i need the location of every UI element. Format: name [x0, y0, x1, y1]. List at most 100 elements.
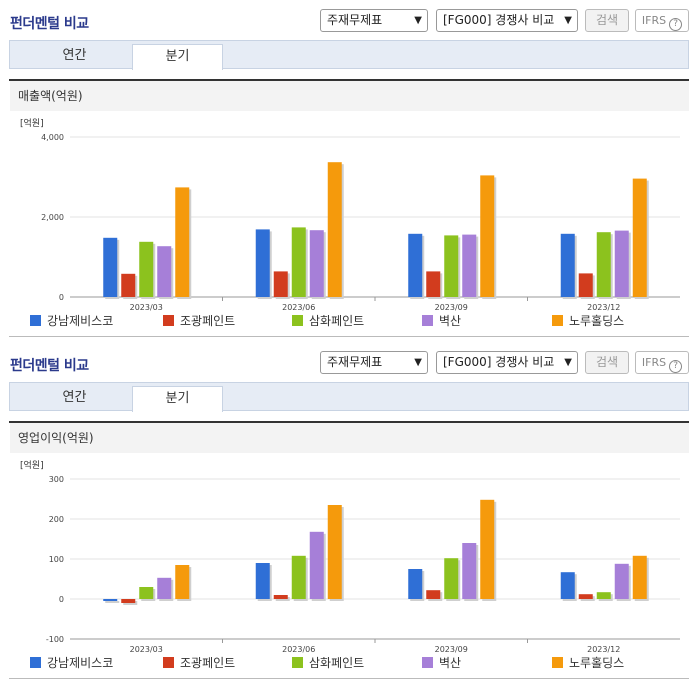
bar[interactable]: [614, 563, 629, 599]
bar[interactable]: [632, 555, 647, 599]
bar[interactable]: [596, 232, 611, 297]
statement-select[interactable]: 주재무제표 ▼: [320, 9, 428, 32]
tab-annual[interactable]: 연간: [62, 390, 87, 405]
legend-item[interactable]: 벽산: [422, 312, 461, 330]
bar[interactable]: [578, 594, 593, 599]
panel-header: 펀더멘털 비교 주재무제표 ▼ [FG000] 경쟁사 비교 ▼ 검색 IFRS?: [0, 342, 696, 382]
legend-label: 강남제비스코: [47, 656, 114, 670]
legend-label: 노루홀딩스: [569, 314, 625, 328]
panel-bottom-border: [9, 336, 689, 337]
legend-item[interactable]: 벽산: [422, 654, 461, 672]
bar[interactable]: [632, 178, 647, 297]
legend-item[interactable]: 강남제비스코: [30, 654, 113, 672]
bar[interactable]: [462, 234, 477, 297]
bar[interactable]: [462, 543, 477, 599]
bar[interactable]: [139, 241, 154, 297]
ifrs-button[interactable]: IFRS?: [635, 351, 689, 374]
legend-swatch: [30, 657, 41, 668]
peer-group-select[interactable]: [FG000] 경쟁사 비교 ▼: [436, 9, 578, 32]
legend-swatch: [422, 657, 433, 668]
legend-label: 조광페인트: [180, 656, 236, 670]
fundamental-panel-2: 펀더멘털 비교 주재무제표 ▼ [FG000] 경쟁사 비교 ▼ 검색 IFRS? …: [0, 342, 696, 684]
bar[interactable]: [444, 235, 459, 297]
bar[interactable]: [480, 499, 495, 599]
legend-label: 벽산: [439, 314, 462, 328]
legend-label: 삼화페인트: [309, 656, 365, 670]
search-button[interactable]: 검색: [585, 9, 629, 32]
bar[interactable]: [426, 271, 441, 297]
help-icon[interactable]: ?: [669, 360, 683, 373]
bar[interactable]: [309, 531, 324, 599]
tab-annual[interactable]: 연간: [62, 48, 87, 63]
bar[interactable]: [560, 572, 575, 599]
bar[interactable]: [444, 558, 459, 599]
legend-item[interactable]: 노루홀딩스: [552, 312, 624, 330]
legend-item[interactable]: 노루홀딩스: [552, 654, 624, 672]
bar[interactable]: [255, 229, 270, 297]
tab-quarterly[interactable]: 분기: [132, 386, 223, 412]
bar[interactable]: [408, 233, 423, 297]
x-tick-label: 2023/03: [130, 645, 163, 653]
bar[interactable]: [327, 162, 342, 297]
period-tabs: 연간 분기: [9, 382, 689, 412]
legend-label: 삼화페인트: [309, 314, 365, 328]
legend-item[interactable]: 삼화페인트: [292, 312, 364, 330]
legend-item[interactable]: 조광페인트: [163, 312, 235, 330]
bar[interactable]: [103, 599, 118, 601]
ifrs-button[interactable]: IFRS?: [635, 9, 689, 32]
y-tick-label: 200: [49, 515, 64, 524]
bar[interactable]: [273, 271, 288, 297]
y-tick-label: 0: [59, 595, 64, 604]
bar[interactable]: [426, 590, 441, 599]
fundamental-panel-1: 펀더멘털 비교 주재무제표 ▼ [FG000] 경쟁사 비교 ▼ 검색 IFRS? …: [0, 0, 696, 337]
bar[interactable]: [175, 565, 190, 599]
bar[interactable]: [480, 175, 495, 297]
bar[interactable]: [157, 246, 172, 297]
legend-swatch: [292, 657, 303, 668]
bar[interactable]: [291, 555, 306, 599]
bar[interactable]: [175, 187, 190, 297]
section-title: 영업이익(억원): [10, 423, 689, 453]
bar[interactable]: [291, 227, 306, 297]
bar[interactable]: [121, 599, 136, 603]
legend-item[interactable]: 삼화페인트: [292, 654, 364, 672]
chevron-down-icon: ▼: [564, 357, 572, 368]
operating-profit-bar-chart: [억원] -100 0 100 200 300 2023/03 2023/06 2023/09 2…: [20, 459, 680, 653]
panel-bottom-border: [9, 678, 689, 679]
legend-item[interactable]: 조광페인트: [163, 654, 235, 672]
bar[interactable]: [121, 273, 136, 297]
bar[interactable]: [103, 237, 118, 297]
bar[interactable]: [614, 230, 629, 297]
legend-item[interactable]: 강남제비스코: [30, 312, 113, 330]
bar[interactable]: [139, 587, 154, 599]
bar[interactable]: [578, 273, 593, 297]
chevron-down-icon: ▼: [414, 357, 422, 368]
section-divider: [9, 79, 689, 81]
chevron-down-icon: ▼: [564, 15, 572, 26]
bar[interactable]: [408, 569, 423, 599]
bar[interactable]: [255, 563, 270, 599]
panel-header: 펀더멘털 비교 주재무제표 ▼ [FG000] 경쟁사 비교 ▼ 검색 IFRS?: [0, 0, 696, 40]
search-button[interactable]: 검색: [585, 351, 629, 374]
bar[interactable]: [157, 577, 172, 599]
y-tick-label: 100: [49, 555, 64, 564]
legend-swatch: [422, 315, 433, 326]
peer-group-select[interactable]: [FG000] 경쟁사 비교 ▼: [436, 351, 578, 374]
legend-label: 노루홀딩스: [569, 656, 625, 670]
bar[interactable]: [560, 233, 575, 297]
statement-select[interactable]: 주재무제표 ▼: [320, 351, 428, 374]
tab-quarterly[interactable]: 분기: [132, 44, 223, 70]
x-tick-label: 2023/09: [435, 645, 468, 653]
ifrs-label: IFRS: [641, 356, 667, 369]
bar[interactable]: [596, 592, 611, 599]
bar[interactable]: [327, 505, 342, 599]
chevron-down-icon: ▼: [414, 15, 422, 26]
revenue-bar-chart: [억원] 0 2,000 4,000 2023/03 2023/06 2023/09 2023…: [20, 117, 680, 311]
legend-swatch: [552, 657, 563, 668]
ifrs-label: IFRS: [641, 14, 667, 27]
help-icon[interactable]: ?: [669, 18, 683, 31]
x-tick-label: 2023/03: [130, 303, 163, 311]
bar[interactable]: [309, 230, 324, 297]
bar[interactable]: [273, 595, 288, 599]
x-tick-label: 2023/06: [282, 645, 315, 653]
